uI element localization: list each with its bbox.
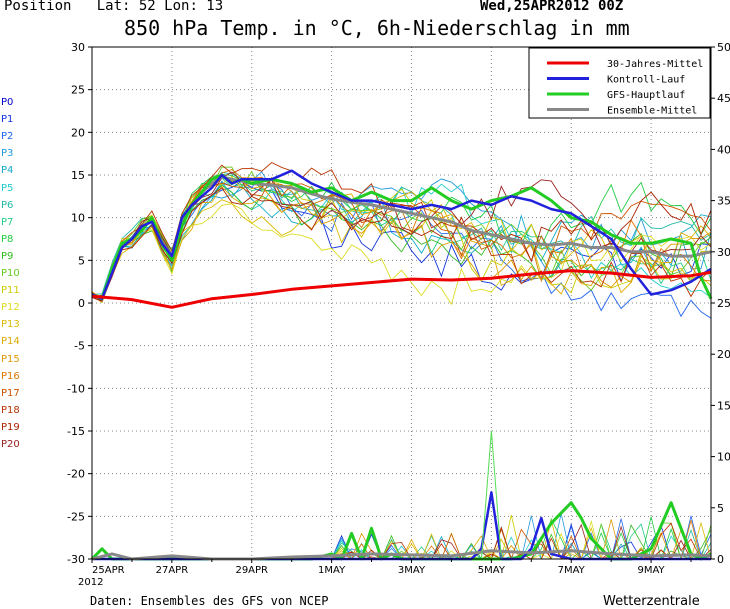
- member-label-p5: P5: [1, 182, 14, 194]
- ensemble-member-p15: [91, 177, 712, 300]
- y-right-tick-label: 50: [717, 41, 730, 54]
- x-tick-label: 25APR: [92, 565, 125, 576]
- y-left-tick-label: -10: [67, 382, 85, 395]
- series-layer: [90, 169, 713, 561]
- member-label-p4: P4: [1, 165, 14, 177]
- member-label-p8: P8: [1, 233, 14, 245]
- y-right-tick-label: 5: [717, 502, 724, 515]
- ensemble-member-p20: [91, 171, 712, 302]
- legend-label: Kontroll-Lauf: [607, 75, 685, 86]
- legend-label: GFS-Hauptlauf: [607, 90, 685, 101]
- y-left-tick-label: 20: [71, 126, 85, 139]
- x-tick-label: 1MAY: [318, 565, 346, 576]
- member-label-p0: P0: [1, 97, 14, 108]
- member-label-p6: P6: [1, 199, 14, 211]
- x-tick-label: 3MAY: [398, 565, 426, 576]
- y-right-tick-label: 10: [717, 451, 730, 464]
- x-tick-label: 29APR: [235, 565, 268, 576]
- member-label-p1: P1: [1, 114, 14, 126]
- ensemble-member-p14: [91, 185, 712, 299]
- ensemble-member-p18: [91, 161, 712, 298]
- y-right-tick-label: 15: [717, 399, 730, 412]
- grid-layer: [92, 47, 711, 559]
- member-label-p11: P11: [1, 285, 20, 297]
- member-label-p7: P7: [1, 216, 14, 228]
- member-label-p20: P20: [1, 439, 20, 450]
- x-tick-label: 9MAY: [638, 565, 666, 576]
- member-label-p9: P9: [1, 250, 14, 262]
- axis-layer: -30 -25 -20 -15 -10 -5 0 5 10 15 20 25 30 0 5 10 15 20 25 3…: [67, 41, 730, 588]
- member-label-p3: P3: [1, 148, 14, 160]
- y-right-tick-label: 0: [717, 553, 724, 566]
- precip-line-ensemble-mittel: [91, 549, 712, 561]
- y-left-tick-label: -20: [67, 468, 85, 481]
- ensemble-precip-p8: [92, 516, 711, 561]
- x-tick-sublabel: 2012: [78, 577, 103, 588]
- y-right-tick-label: 25: [717, 297, 730, 310]
- temp-line-30-jahres-mittel: [91, 269, 712, 309]
- y-right-tick-label: 45: [717, 92, 730, 105]
- y-left-tick-label: 5: [78, 254, 85, 267]
- y-right-tick-label: 30: [717, 246, 730, 259]
- data-source: Daten: Ensembles des GFS von NCEP: [90, 594, 329, 608]
- ensemble-member-p2: [91, 176, 712, 319]
- y-left-tick-label: -25: [67, 510, 85, 523]
- y-left-tick-label: 15: [71, 169, 85, 182]
- y-left-tick-label: 0: [78, 297, 85, 310]
- x-tick-label: 27APR: [156, 565, 189, 576]
- member-label-p17: P17: [1, 387, 20, 399]
- legend-label: 30-Jahres-Mittel: [607, 59, 703, 70]
- member-label-p16: P16: [1, 370, 20, 382]
- ensemble-member-p19: [91, 187, 712, 302]
- ensemble-member-p9: [91, 184, 712, 302]
- x-tick-label: 7MAY: [558, 565, 586, 576]
- legend-layer: 30-Jahres-Mittel Kontroll-Lauf GFS-Hauptla…: [528, 47, 711, 119]
- x-tick-label: 5MAY: [478, 565, 506, 576]
- y-left-tick-label: -5: [74, 340, 85, 353]
- legend-box: [528, 47, 711, 119]
- y-left-tick-label: 25: [71, 84, 85, 97]
- brand-label: Wetterzentrale: [603, 594, 700, 609]
- y-left-tick-label: -30: [67, 553, 85, 566]
- member-label-p12: P12: [1, 302, 20, 314]
- member-label-p15: P15: [1, 353, 20, 365]
- run-date: Wed,25APR2012 00Z: [480, 0, 624, 14]
- y-left-tick-label: -15: [67, 425, 85, 438]
- lat-lon: Lat: 52 Lon: 13: [96, 0, 224, 14]
- member-label-p19: P19: [1, 421, 20, 433]
- y-left-tick-label: 30: [71, 41, 85, 54]
- member-label-p10: P10: [1, 268, 20, 279]
- member-label-p14: P14: [1, 336, 20, 348]
- position-label: Position Lat: 52 Lon: 13: [4, 0, 224, 14]
- y-right-tick-label: 40: [717, 143, 730, 156]
- y-right-tick-label: 20: [717, 348, 730, 361]
- member-label-p2: P2: [1, 131, 14, 143]
- chart-title: 850 hPa Temp. in °C, 6h-Niederschlag in …: [124, 16, 630, 40]
- temp-line-kontroll-lauf: [91, 169, 712, 300]
- member-label-p13: P13: [1, 319, 20, 331]
- y-right-tick-label: 35: [717, 195, 730, 208]
- y-left-tick-label: 10: [71, 212, 85, 225]
- member-label-p18: P18: [1, 404, 20, 416]
- legend-label: Ensemble-Mittel: [607, 106, 697, 117]
